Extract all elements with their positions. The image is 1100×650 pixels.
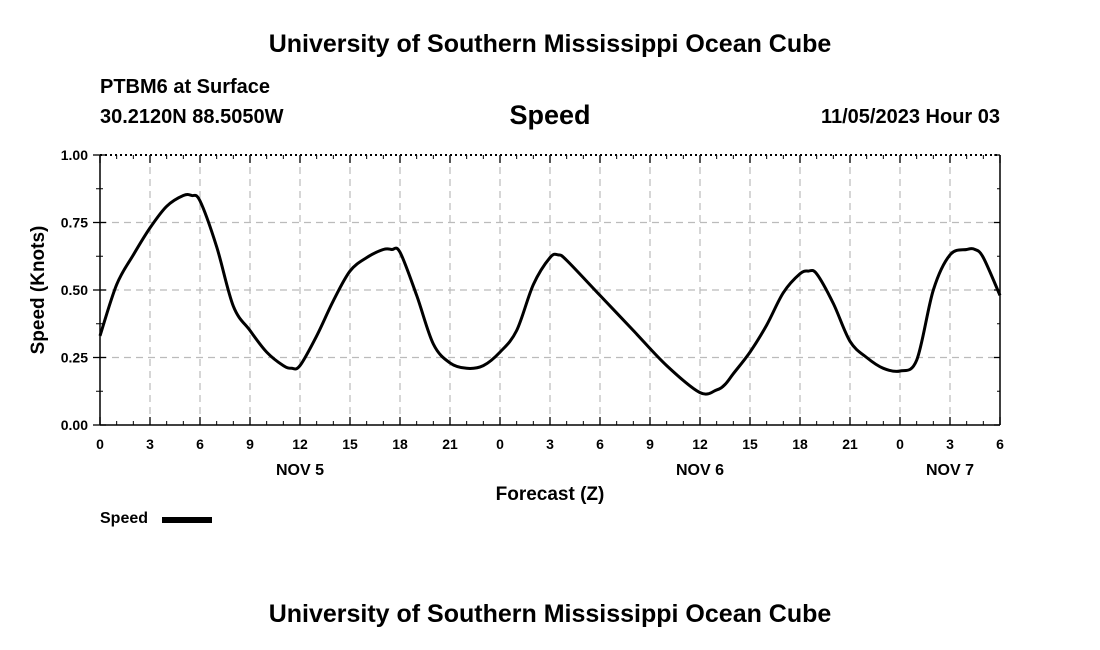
x-tick-label: 9 bbox=[646, 436, 654, 452]
x-tick-label: 15 bbox=[742, 436, 758, 452]
x-tick-label: 3 bbox=[946, 436, 954, 452]
x-tick-label: 15 bbox=[342, 436, 358, 452]
x-tick-label: 21 bbox=[842, 436, 858, 452]
day-label: NOV 5 bbox=[276, 462, 324, 479]
x-tick-label: 3 bbox=[146, 436, 154, 452]
day-label: NOV 7 bbox=[926, 462, 974, 479]
y-tick-label: 0.25 bbox=[61, 350, 88, 366]
chart-title-bottom: University of Southern Mississippi Ocean… bbox=[268, 600, 832, 628]
x-axis-title: Forecast (Z) bbox=[496, 484, 605, 505]
x-tick-label: 18 bbox=[792, 436, 808, 452]
y-tick-label: 0.50 bbox=[61, 282, 88, 298]
y-axis-title: Speed (Knots) bbox=[28, 226, 49, 355]
x-tick-label: 9 bbox=[246, 436, 254, 452]
y-tick-label: 0.00 bbox=[61, 417, 88, 433]
x-tick-label: 6 bbox=[996, 436, 1004, 452]
x-tick-label: 0 bbox=[96, 436, 104, 452]
station-label: PTBM6 at Surface bbox=[100, 76, 271, 98]
legend-swatch bbox=[162, 517, 212, 523]
x-tick-label: 0 bbox=[496, 436, 504, 452]
day-label: NOV 6 bbox=[676, 462, 724, 479]
x-tick-label: 12 bbox=[692, 436, 708, 452]
chart-title-top: University of Southern Mississippi Ocean… bbox=[268, 30, 832, 58]
series-line-speed bbox=[98, 192, 1002, 396]
legend-label: Speed bbox=[100, 510, 149, 527]
forecast-datetime: 11/05/2023 Hour 03 bbox=[820, 106, 1000, 128]
x-tick-label: 18 bbox=[392, 436, 408, 452]
x-tick-label: 0 bbox=[896, 436, 904, 452]
x-tick-label: 21 bbox=[442, 436, 458, 452]
x-tick-label: 12 bbox=[292, 436, 308, 452]
variable-title: Speed bbox=[509, 100, 591, 130]
station-coordinates: 30.2120N 88.5050W bbox=[100, 106, 284, 128]
x-tick-label: 6 bbox=[596, 436, 604, 452]
y-tick-label: 1.00 bbox=[61, 147, 88, 163]
y-tick-label: 0.75 bbox=[61, 215, 88, 231]
x-tick-label: 6 bbox=[196, 436, 204, 452]
x-tick-label: 3 bbox=[546, 436, 554, 452]
